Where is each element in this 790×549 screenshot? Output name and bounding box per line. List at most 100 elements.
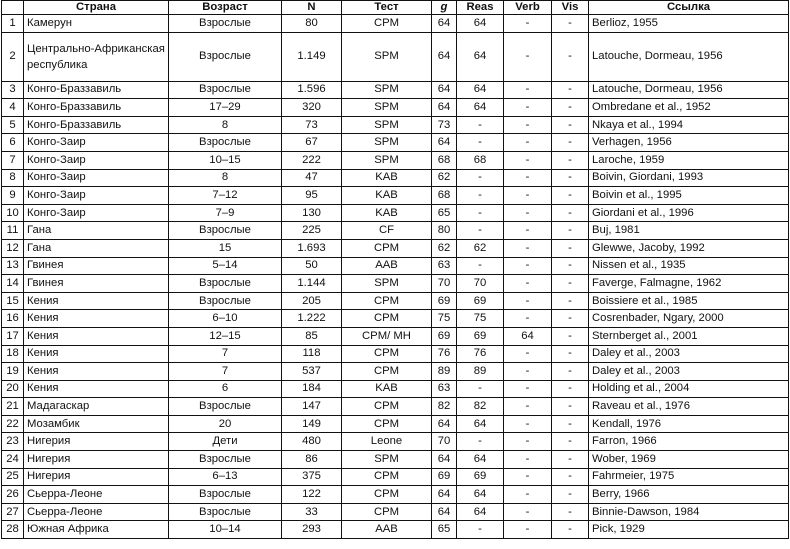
n-cell: 1.693 bbox=[281, 238, 342, 258]
reference-cell: Latouche, Dormeau, 1956 bbox=[588, 80, 789, 100]
verb-cell: - bbox=[503, 432, 552, 452]
reference-cell: Boivin, Giordani, 1993 bbox=[588, 168, 789, 188]
table-row: 18 Кения 7 118 CPM 76 76- - Daley et al., 2003 bbox=[1, 344, 789, 364]
verb-cell: - bbox=[503, 344, 552, 364]
country-cell: Конго-Заир bbox=[23, 203, 169, 223]
g-cell: 64 bbox=[431, 485, 457, 504]
table-row: 2 Центрально-Африканская республика Взросл… bbox=[1, 31, 789, 82]
reas-cell: 82 bbox=[456, 397, 504, 416]
row-index: 9 bbox=[1, 186, 24, 205]
table-row: 9 Конго-Заир 7–12 95 KAB 68- - - Boivin et al., … bbox=[1, 186, 789, 205]
reas-cell: - bbox=[456, 186, 504, 205]
row-index: 17 bbox=[1, 326, 24, 346]
country-cell: Сьерра-Леоне bbox=[23, 485, 169, 504]
reas-cell: 69 bbox=[456, 467, 504, 487]
g-cell: 76 bbox=[431, 344, 457, 364]
test-cell: SPM bbox=[341, 133, 432, 152]
n-cell: 47 bbox=[281, 168, 342, 188]
test-cell: SPM bbox=[341, 31, 432, 82]
verb-cell: - bbox=[503, 520, 552, 540]
test-cell: CPM bbox=[341, 502, 432, 522]
n-cell: 1.222 bbox=[281, 309, 342, 328]
table-row: 17 Кения 12–15 85 CPM/ MH 69 69 64- Sternberget … bbox=[1, 326, 789, 346]
reas-cell: - bbox=[456, 520, 504, 540]
vis-cell: - bbox=[551, 115, 589, 135]
reas-cell: 64 bbox=[456, 98, 504, 117]
n-cell: 67 bbox=[281, 133, 342, 152]
country-cell: Кения bbox=[23, 362, 169, 381]
age-cell: 5–14 bbox=[168, 256, 282, 276]
test-cell: CPM bbox=[341, 485, 432, 504]
verb-cell: - bbox=[503, 467, 552, 487]
age-cell: Взрослые bbox=[168, 397, 282, 416]
n-cell: 85 bbox=[281, 326, 342, 346]
test-cell: CPM bbox=[341, 291, 432, 311]
g-cell: 65 bbox=[431, 203, 457, 223]
n-cell: 1.149 bbox=[281, 31, 342, 82]
test-cell: SPM bbox=[341, 115, 432, 135]
verb-cell: - bbox=[503, 379, 552, 399]
reference-cell: Nissen et al., 1935 bbox=[588, 256, 789, 276]
g-cell: 69 bbox=[431, 467, 457, 487]
age-cell: Взрослые bbox=[168, 485, 282, 504]
age-cell: Взрослые bbox=[168, 80, 282, 100]
reference-cell: Kendall, 1976 bbox=[588, 414, 789, 434]
g-cell: 64 bbox=[431, 502, 457, 522]
table-row: 14 Гвинея Взрослые 1.144 SPM 70 70- - Faverge, F… bbox=[1, 274, 789, 293]
vis-cell: - bbox=[551, 502, 589, 522]
age-cell: 6–10 bbox=[168, 309, 282, 328]
g-cell: 64 bbox=[431, 31, 457, 82]
age-cell: Дети bbox=[168, 432, 282, 452]
verb-cell: - bbox=[503, 274, 552, 293]
row-index: 7 bbox=[1, 150, 24, 170]
g-cell: 64 bbox=[431, 133, 457, 152]
reas-cell: - bbox=[456, 168, 504, 188]
age-cell: 7 bbox=[168, 362, 282, 381]
vis-cell: - bbox=[551, 362, 589, 381]
table-row: 20 Кения 6 184 KAB 63- - - Holding et al., 2004 bbox=[1, 379, 789, 399]
verb-cell: - bbox=[503, 502, 552, 522]
reference-cell: Giordani et al., 1996 bbox=[588, 203, 789, 223]
reference-cell: Daley et al., 2003 bbox=[588, 362, 789, 381]
age-cell: 7–12 bbox=[168, 186, 282, 205]
reas-cell: 64 bbox=[456, 485, 504, 504]
row-index: 8 bbox=[1, 168, 24, 188]
test-cell: CF bbox=[341, 221, 432, 240]
reference-cell: Wober, 1969 bbox=[588, 450, 789, 469]
row-index: 3 bbox=[1, 80, 24, 100]
header-reas: Reas bbox=[456, 0, 504, 15]
verb-cell: - bbox=[503, 309, 552, 328]
country-cell: Мозамбик bbox=[23, 414, 169, 434]
reference-cell: Boivin et al., 1995 bbox=[588, 186, 789, 205]
verb-cell: - bbox=[503, 133, 552, 152]
table-row: 13 Гвинея 5–14 50 AAB 63- - - Nissen et al., 193… bbox=[1, 256, 789, 276]
n-cell: 130 bbox=[281, 203, 342, 223]
test-cell: KAB bbox=[341, 186, 432, 205]
reas-cell: 70 bbox=[456, 274, 504, 293]
age-cell: 8 bbox=[168, 115, 282, 135]
vis-cell: - bbox=[551, 309, 589, 328]
g-cell: 73 bbox=[431, 115, 457, 135]
verb-cell: - bbox=[503, 450, 552, 469]
reas-cell: 69 bbox=[456, 291, 504, 311]
age-cell: 8 bbox=[168, 168, 282, 188]
vis-cell: - bbox=[551, 485, 589, 504]
country-cell: Нигерия bbox=[23, 450, 169, 469]
row-index: 11 bbox=[1, 221, 24, 240]
g-cell: 62 bbox=[431, 168, 457, 188]
row-index: 6 bbox=[1, 133, 24, 152]
n-cell: 320 bbox=[281, 98, 342, 117]
country-cell: Конго-Браззавиль bbox=[23, 98, 169, 117]
age-cell: Взрослые bbox=[168, 274, 282, 293]
age-cell: Взрослые bbox=[168, 31, 282, 82]
table-row: 19 Кения 7 537 CPM 89 89- - Daley et al., 2003 bbox=[1, 362, 789, 381]
reference-cell: Ombredane et al., 1952 bbox=[588, 98, 789, 117]
verb-cell: - bbox=[503, 80, 552, 100]
table-row: 28 Южная Африка 10–14 293 AAB 65- - - Pick, 1929 bbox=[1, 520, 789, 540]
g-cell: 63 bbox=[431, 379, 457, 399]
g-cell: 64 bbox=[431, 414, 457, 434]
vis-cell: - bbox=[551, 450, 589, 469]
test-cell: SPM bbox=[341, 150, 432, 170]
reas-cell: - bbox=[456, 133, 504, 152]
country-cell: Сьерра-Леоне bbox=[23, 502, 169, 522]
